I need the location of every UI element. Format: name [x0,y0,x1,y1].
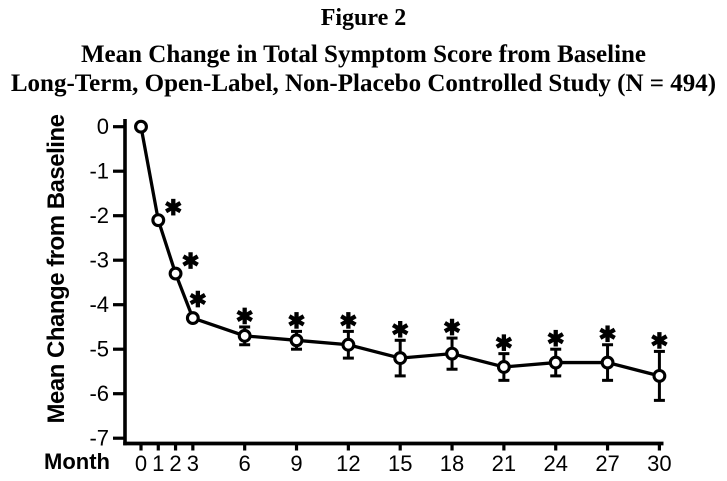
x-tick-label: 0 [135,451,147,476]
figure-title-line2: Long-Term, Open-Label, Non-Placebo Contr… [10,69,717,97]
data-point [168,266,183,281]
y-tick-label: 0 [97,114,109,139]
data-point [151,213,166,228]
significance-asterisk [651,332,668,349]
x-tick-label: 30 [647,451,671,476]
y-tick-label: -4 [89,292,109,317]
data-point [289,333,304,348]
significance-asterisk [165,198,182,216]
data-point [600,355,615,370]
y-tick-label: -6 [89,381,109,406]
x-tick-label: 12 [336,451,360,476]
y-tick-label: -7 [89,426,109,451]
data-point [185,311,200,325]
data-point [134,119,148,134]
data-point [237,328,252,343]
plot-line [139,126,660,378]
data-point [393,351,408,366]
figure-title: Mean Change in Total Symptom Score from … [0,41,727,98]
significance-asterisk [547,329,564,347]
significance-asterisk [391,321,409,338]
significance-asterisk [288,312,305,329]
x-tick-label: 3 [187,451,199,476]
significance-asterisk [340,312,357,329]
x-tick-label: 1 [152,451,164,476]
significance-asterisk [443,318,461,336]
y-tick-label: -1 [89,159,109,184]
data-point [548,355,563,370]
y-tick-label: -2 [89,203,109,228]
x-tick-label: 18 [440,451,464,476]
data-point [341,337,356,352]
significance-asterisk [182,252,199,269]
significance-asterisk [495,334,513,351]
significance-asterisk [189,290,207,308]
figure-title-line1: Mean Change in Total Symptom Score from … [80,41,647,68]
y-tick-label: -5 [89,337,109,362]
x-tick-label: 6 [239,451,251,476]
significance-asterisk [599,325,616,343]
x-tick-label: 27 [595,451,619,476]
x-tick-label: 9 [290,451,302,476]
significance-asterisk [236,307,253,325]
x-tick-label: 2 [169,451,181,476]
data-point [496,360,511,374]
figure-label: Figure 2 [320,5,407,31]
y-tick-label: -3 [89,248,109,273]
x-tick-label: 21 [492,451,516,476]
data-point [652,368,667,383]
data-point [445,346,459,361]
x-tick-label: 15 [388,451,412,476]
x-tick-label: 24 [543,451,567,476]
x-axis-title: Month [44,449,110,474]
